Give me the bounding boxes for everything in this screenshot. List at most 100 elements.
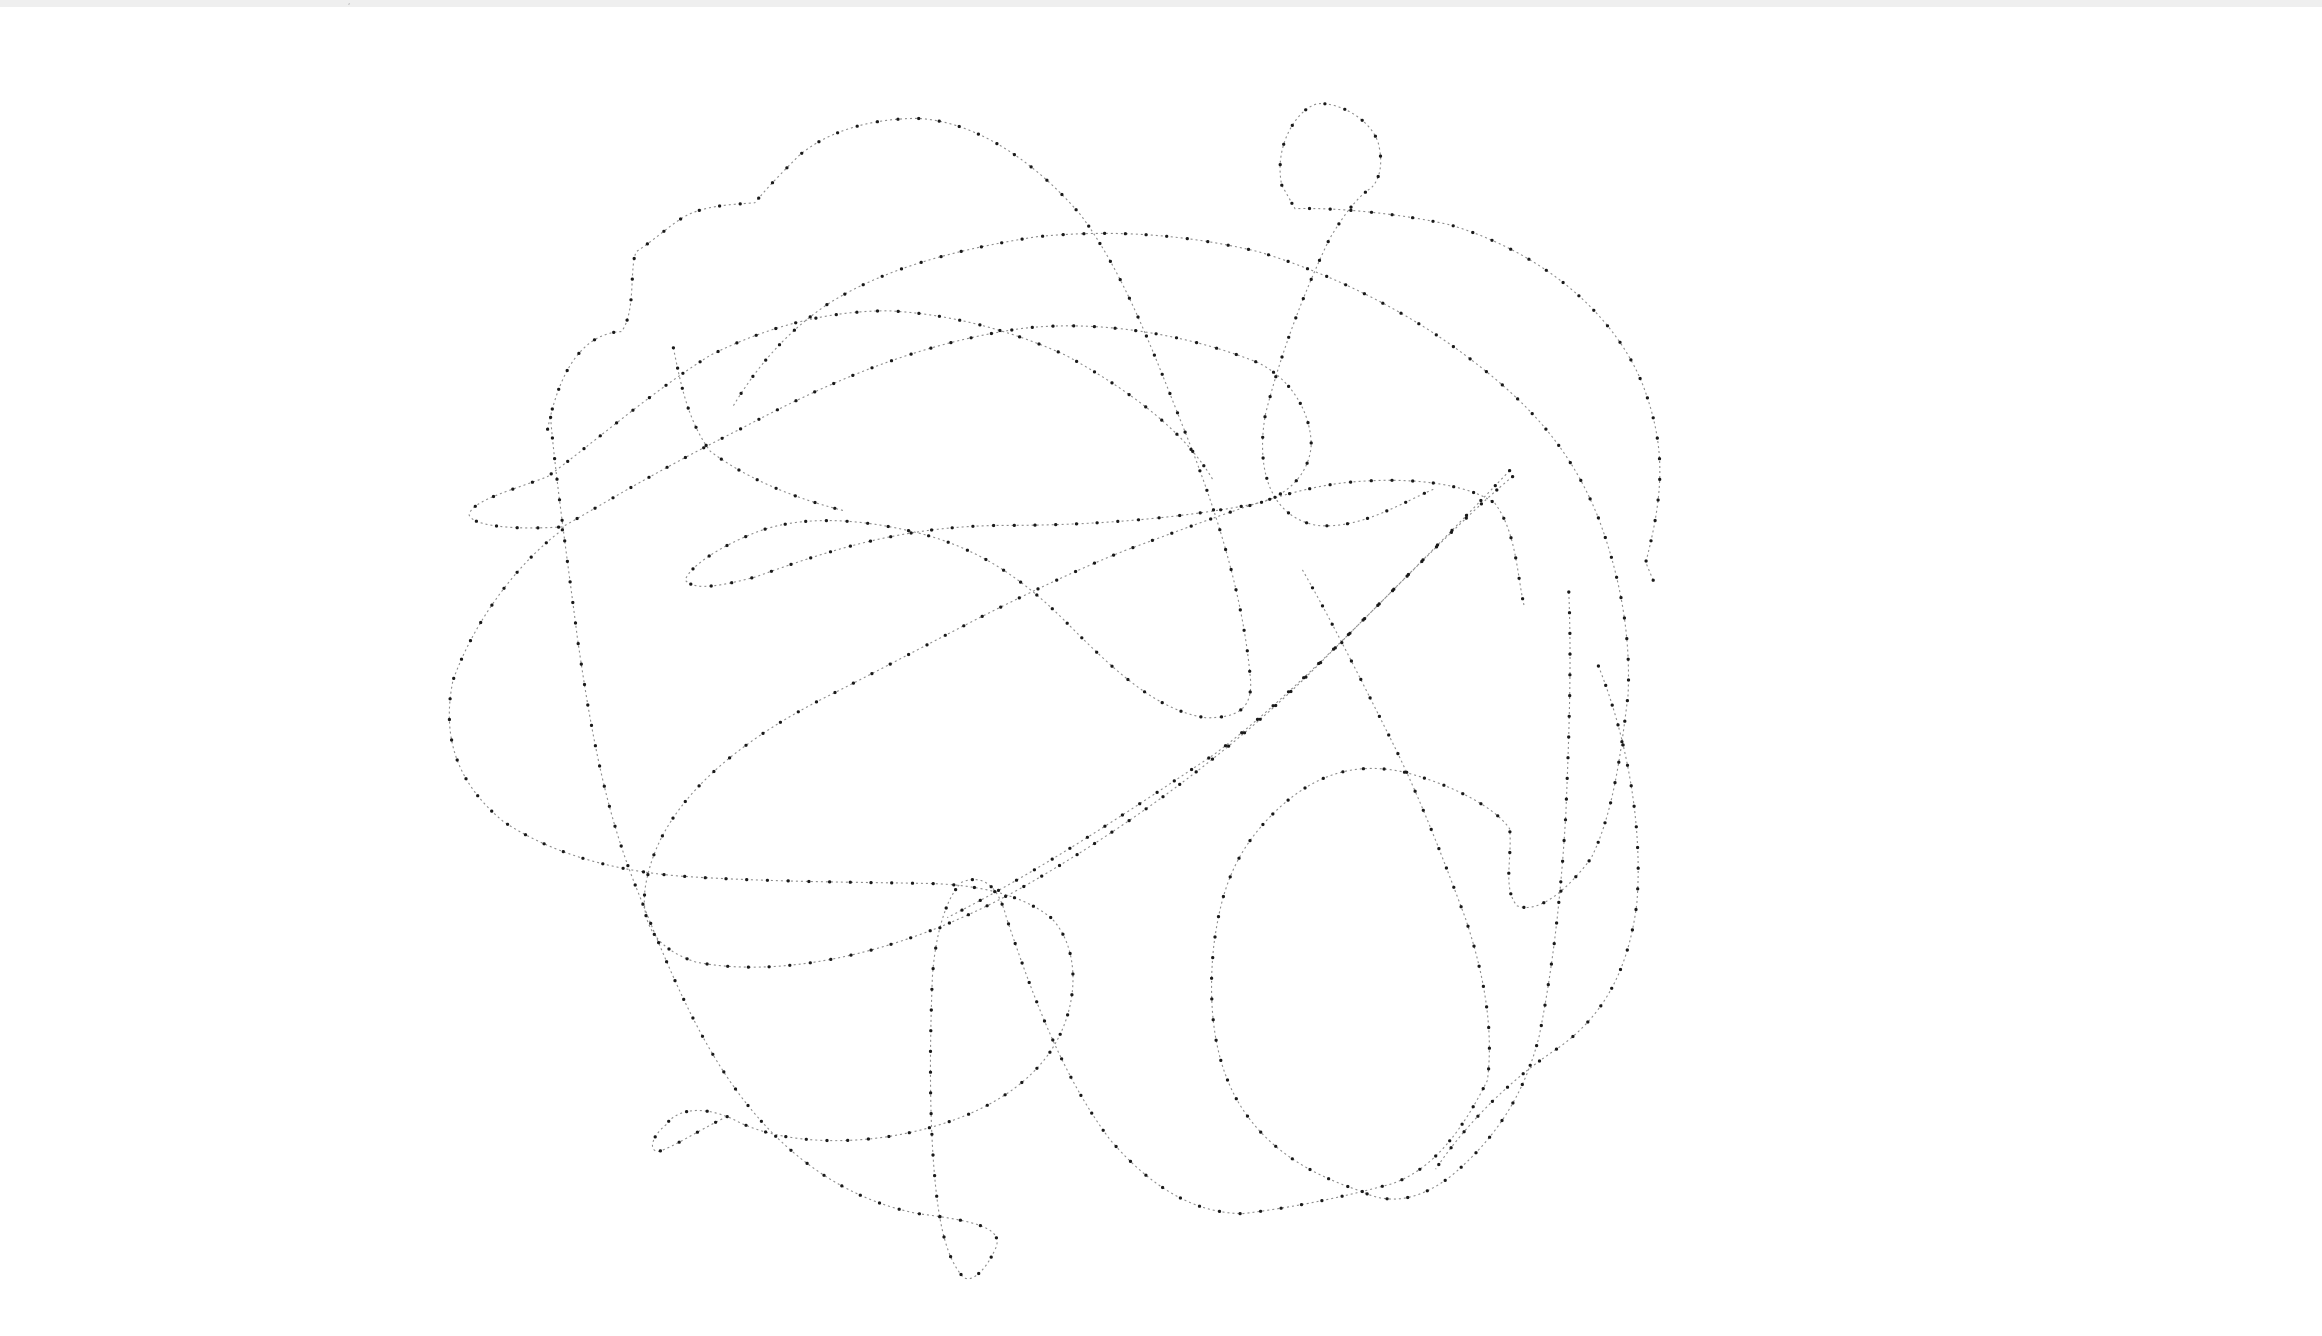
scribble-dot (1245, 1114, 1250, 1118)
scribble-dot (1161, 795, 1165, 799)
scribble-dot (1112, 553, 1116, 557)
scribble-dot (970, 878, 975, 882)
scribble-dot (464, 777, 468, 781)
scribble-dot (909, 936, 913, 940)
scribble-dot (1051, 324, 1055, 328)
scribble-dot (1617, 760, 1621, 764)
scribble-dot (568, 580, 572, 584)
scribble-dot (1309, 441, 1313, 445)
scribble-dot (813, 390, 817, 394)
scribble-dot (1552, 942, 1556, 946)
scribble-dot (1012, 153, 1017, 157)
scribble-dot (825, 1138, 829, 1143)
scribble-dot (1505, 1085, 1510, 1089)
scribble-dot (1194, 770, 1198, 774)
scribble-dot (1363, 190, 1367, 194)
scribble-dot (1278, 163, 1282, 167)
scribble-dot (999, 605, 1003, 609)
scribble-dot (1070, 993, 1074, 997)
scribble-dot (937, 314, 942, 318)
scribble-dot (1567, 714, 1571, 718)
scribble-dot (1095, 650, 1099, 654)
scribble-dots (447, 102, 1662, 1277)
scribble-dot (1006, 922, 1011, 926)
scribble-dot (1464, 516, 1468, 520)
scribble-dot (1198, 511, 1202, 515)
scribble-dot (1261, 822, 1265, 827)
scribble-dot (1157, 516, 1161, 520)
scribble-dot (1271, 812, 1275, 816)
scribble-dot (1237, 856, 1241, 860)
scribble-dot (1625, 637, 1629, 641)
scribble-dot (667, 1119, 671, 1123)
scribble-dot (657, 941, 661, 945)
scribble-dot (1452, 485, 1456, 489)
scribble-dot (683, 455, 688, 460)
scribble-dot (1360, 118, 1364, 122)
scribble-dot (1308, 1167, 1312, 1172)
scribble-dot (836, 131, 840, 135)
scribble-dot (662, 229, 666, 233)
scribble-dot (560, 528, 565, 532)
scribble-dot (984, 557, 988, 562)
scribble-dot (886, 524, 890, 529)
scribble-dot (593, 506, 597, 510)
scribble-dot (1521, 597, 1525, 601)
scribble-dot (845, 519, 849, 523)
scribble-dot (1290, 201, 1294, 205)
scribble-dot (1175, 411, 1180, 415)
scribble-dot (989, 885, 993, 889)
scribble-dot (1557, 443, 1561, 447)
scribble-dot (944, 906, 948, 910)
scribble-dot (939, 255, 943, 259)
scribble-dot (502, 586, 506, 590)
scribble-dot (1126, 677, 1130, 682)
scribble-dot (561, 850, 565, 854)
scribble-dot (653, 1135, 657, 1139)
scribble-dot (1170, 531, 1174, 535)
scribble-dot (1202, 464, 1206, 468)
scribble-dot (1227, 744, 1231, 748)
scribble-dot (705, 962, 709, 966)
scribble-dot (1103, 824, 1107, 828)
scribble-dot (1629, 358, 1633, 362)
scribble-dot (607, 804, 612, 808)
scribble-dot (1604, 683, 1608, 688)
scribble-dot (1127, 819, 1131, 823)
scribble-dot (704, 443, 708, 447)
scribble-dot (1165, 234, 1169, 238)
scribble-dot (1328, 207, 1332, 211)
scribble-dot (546, 427, 550, 431)
scribble-dot (1325, 524, 1329, 528)
scribble-dot (942, 1235, 946, 1239)
scribble-dot (1175, 432, 1179, 436)
scribble-dot (1116, 519, 1120, 524)
scribble-dot (754, 333, 758, 337)
scribble-dot (1138, 802, 1142, 806)
scribble-dot (1178, 513, 1182, 518)
scribble-dot (861, 283, 865, 287)
scribble-dot (1500, 1118, 1504, 1123)
scribble-dot (652, 932, 656, 937)
scribble-dot (1012, 523, 1016, 528)
scribble-dot (929, 1112, 933, 1116)
scribble-dot (870, 672, 874, 676)
scribble-dot (1340, 1194, 1344, 1198)
scribble-dot (1568, 631, 1572, 636)
scribble-dot (1437, 1162, 1441, 1167)
scribble-dot (947, 1120, 951, 1124)
scribble-dot (1588, 497, 1592, 501)
scribble-dot (744, 535, 748, 539)
scribble-dot (1092, 325, 1096, 329)
scribble-dot (586, 703, 590, 707)
scribble-dot (1451, 224, 1455, 228)
scribble-dot (767, 965, 771, 969)
scribble-dot (775, 408, 780, 412)
scribble-dot (1030, 325, 1034, 329)
scribble-dot (589, 723, 594, 728)
scribble-dot (611, 496, 615, 500)
scribble-dot (1036, 587, 1040, 591)
scribble-dot (1061, 932, 1065, 936)
scribble-dot (1179, 709, 1183, 713)
scribble-stroke (732, 232, 1630, 908)
